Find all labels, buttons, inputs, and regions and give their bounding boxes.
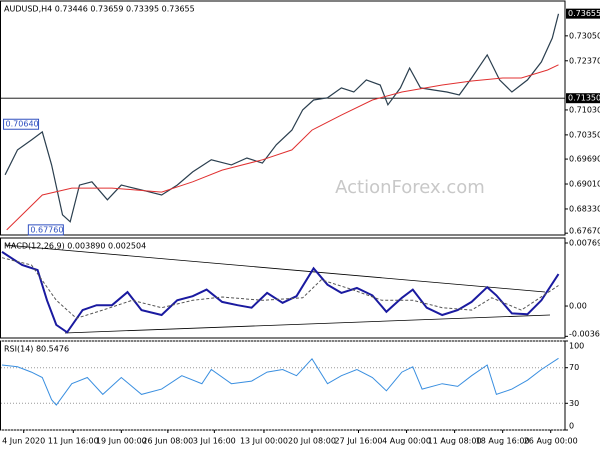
x-tick-label: 19 Jun 00:00 (96, 437, 147, 446)
x-tick-label: 20 Jul 08:00 (288, 437, 336, 446)
panel-border (0, 237, 566, 339)
y-tick-label: 0.69010 (569, 180, 600, 189)
x-tick-label: 26 Aug 00:00 (524, 437, 578, 446)
y-tick-label: 30 (569, 399, 579, 408)
y-tick-label: 0.71030 (569, 105, 600, 114)
y-tick-label: -0.003696 (569, 330, 600, 339)
macd-trendline (4, 244, 546, 293)
series-line (1, 257, 559, 319)
series-line (1, 357, 559, 406)
x-tick-label: 11 Aug 08:00 (428, 437, 482, 446)
y-tick-label: 0 (569, 422, 574, 431)
watermark: ActionForex.com (335, 177, 485, 198)
x-tick-label: 3 Jul 16:00 (193, 437, 236, 446)
x-tick-label: 18 Aug 16:00 (476, 437, 530, 446)
panel-title: AUDUSD,H4 0.73446 0.73659 0.73395 0.7365… (4, 5, 195, 14)
y-tick-label: 0.73050 (569, 31, 600, 40)
panel-title: RSI(14) 80.5476 (4, 345, 69, 354)
y-tick-label: 0.72370 (569, 56, 600, 65)
panel-title: MACD(12,26,9) 0.003890 0.002504 (4, 242, 146, 251)
annotation-label: 0.70640 (6, 120, 39, 129)
series-line (4, 13, 560, 223)
x-tick-label: 4 Jun 2020 (2, 437, 45, 446)
y-tick-label: 100 (569, 342, 584, 351)
panel-border (0, 0, 566, 236)
macd-trendline (64, 314, 551, 334)
y-tick-label: 0.00 (569, 302, 587, 311)
series-line (6, 64, 559, 231)
y-tick-label: 0.69690 (569, 155, 600, 164)
level-box (566, 8, 600, 19)
y-tick-label: 0.70350 (569, 130, 600, 139)
x-tick-label: 26 Jun 08:00 (142, 437, 193, 446)
x-tick-label: 13 Jul 00:00 (240, 437, 288, 446)
annotation-box (27, 224, 64, 236)
y-tick-label: 0.00769 (569, 239, 600, 248)
y-tick-label: 0.68330 (569, 204, 600, 213)
y-tick-label: 70 (569, 363, 579, 372)
level-label: 0.71350 (568, 94, 600, 103)
level-label: 0.73655 (568, 9, 600, 18)
annotation-box (3, 118, 40, 130)
y-tick-label: 0.67670 (569, 227, 600, 236)
x-tick-label: 4 Aug 00:00 (382, 437, 431, 446)
level-box (566, 93, 600, 104)
x-tick-label: 11 Jun 16:00 (48, 437, 99, 446)
annotation-label: 0.67760 (30, 225, 63, 234)
panel-border (0, 340, 566, 431)
x-tick-label: 27 Jul 16:00 (335, 437, 383, 446)
series-line (1, 251, 560, 334)
